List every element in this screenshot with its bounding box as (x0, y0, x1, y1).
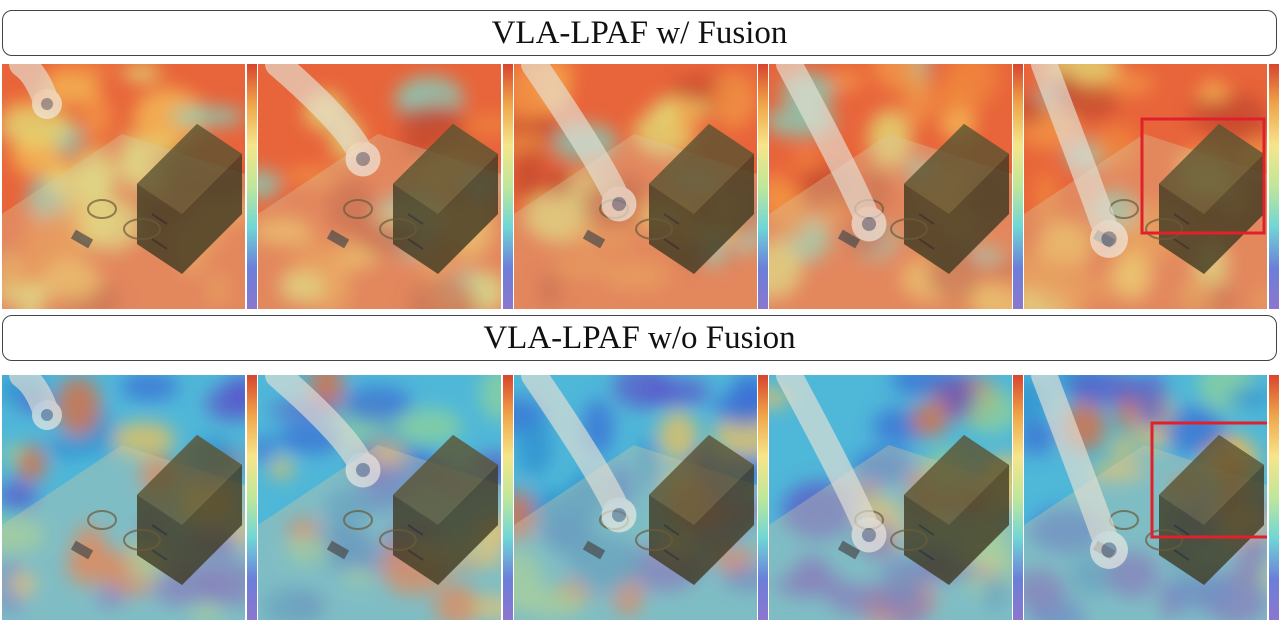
colorbar (1013, 64, 1023, 309)
colorbar (247, 64, 257, 309)
attention-heatmap-panel-4 (769, 64, 1012, 309)
row-title-without-fusion: VLA-LPAF w/o Fusion (2, 315, 1277, 361)
colorbar (758, 375, 768, 620)
attention-heatmap-panel-2 (258, 375, 501, 620)
attention-heatmap-panel-3 (514, 375, 757, 620)
attention-heatmap-panel-1 (2, 375, 245, 620)
row-title-text: VLA-LPAF w/ Fusion (491, 14, 788, 51)
attention-heatmap-panel-1 (2, 64, 245, 309)
highlight-box (1150, 421, 1267, 539)
colorbar (1269, 64, 1279, 309)
colorbar (1269, 375, 1279, 620)
colorbar (1013, 375, 1023, 620)
row-title-with-fusion: VLA-LPAF w/ Fusion (2, 10, 1277, 56)
highlight-box (1140, 117, 1266, 235)
attention-heatmap-panel-5 (1024, 375, 1267, 620)
colorbar (503, 375, 513, 620)
colorbar (758, 64, 768, 309)
row-title-text: VLA-LPAF w/o Fusion (483, 319, 796, 356)
colorbar (247, 375, 257, 620)
colorbar (503, 64, 513, 309)
attention-heatmap-panel-2 (258, 64, 501, 309)
attention-heatmap-panel-5 (1024, 64, 1267, 309)
heatmap-row-with-fusion (2, 64, 1280, 309)
attention-heatmap-panel-4 (769, 375, 1012, 620)
heatmap-row-without-fusion (2, 375, 1280, 620)
attention-heatmap-panel-3 (514, 64, 757, 309)
